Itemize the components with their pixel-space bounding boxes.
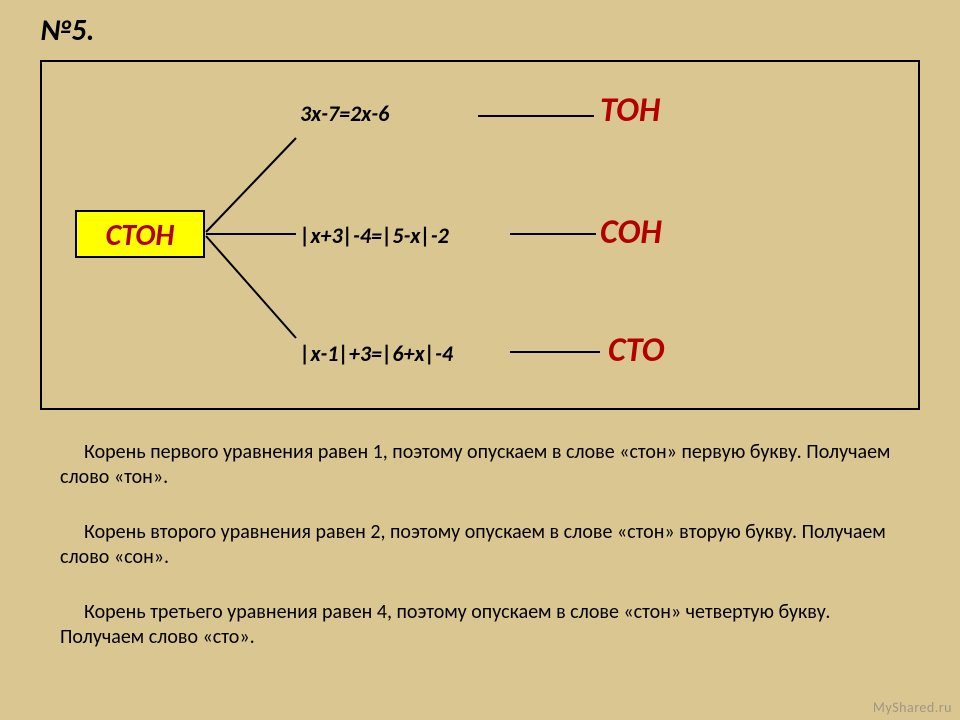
paragraph-2: Корень второго уравнения равен 2, поэтом… (60, 520, 900, 570)
equation-3: |х-1|+3=|6+х|-4 (300, 340, 480, 367)
paragraph-3: Корень третьего уравнения равен 4, поэто… (60, 600, 900, 650)
equation-1: 3х-7=2х-6 (300, 100, 480, 127)
result-1: ТОН (600, 90, 660, 131)
source-word-box: СТОН (75, 210, 205, 258)
equation-2: |х+3|-4=|5-х|-2 (300, 222, 520, 249)
result-3: СТО (608, 330, 664, 371)
source-word-label: СТОН (106, 217, 175, 254)
task-number: №5. (40, 12, 94, 49)
result-2: СОН (600, 212, 662, 253)
paragraph-1: Корень первого уравнения равен 1, поэтом… (60, 440, 900, 490)
watermark: MyShared.ru (873, 699, 952, 716)
